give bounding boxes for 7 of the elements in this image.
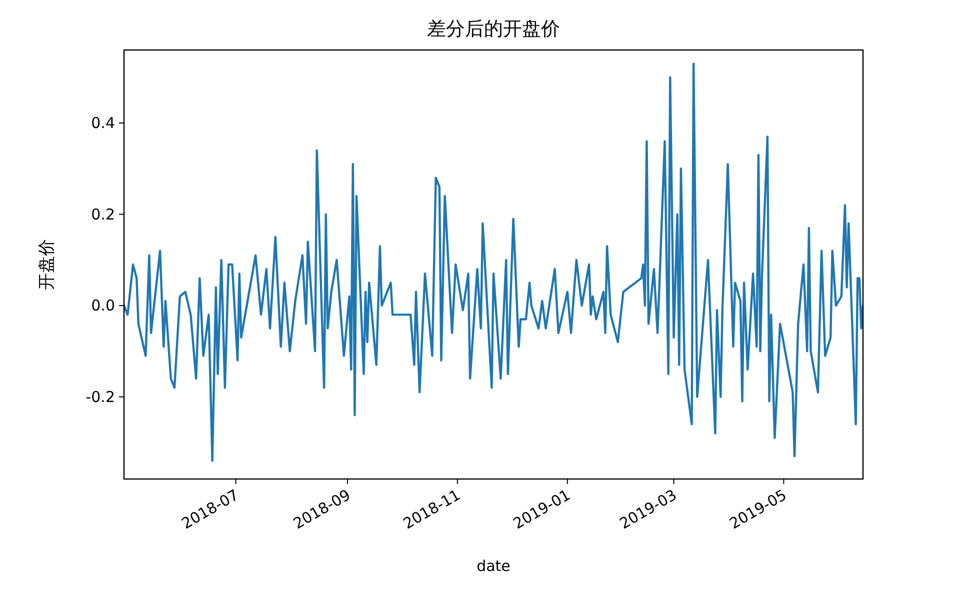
x-axis-title: date	[476, 557, 510, 575]
y-tick-label: -0.2	[86, 388, 115, 406]
y-tick-label: 0.2	[91, 205, 115, 224]
y-tick-label: 0.4	[91, 114, 115, 132]
y-axis-title: 开盘价	[37, 239, 57, 290]
chart-title: 差分后的开盘价	[427, 18, 560, 40]
y-tick-label: 0.0	[91, 296, 115, 315]
